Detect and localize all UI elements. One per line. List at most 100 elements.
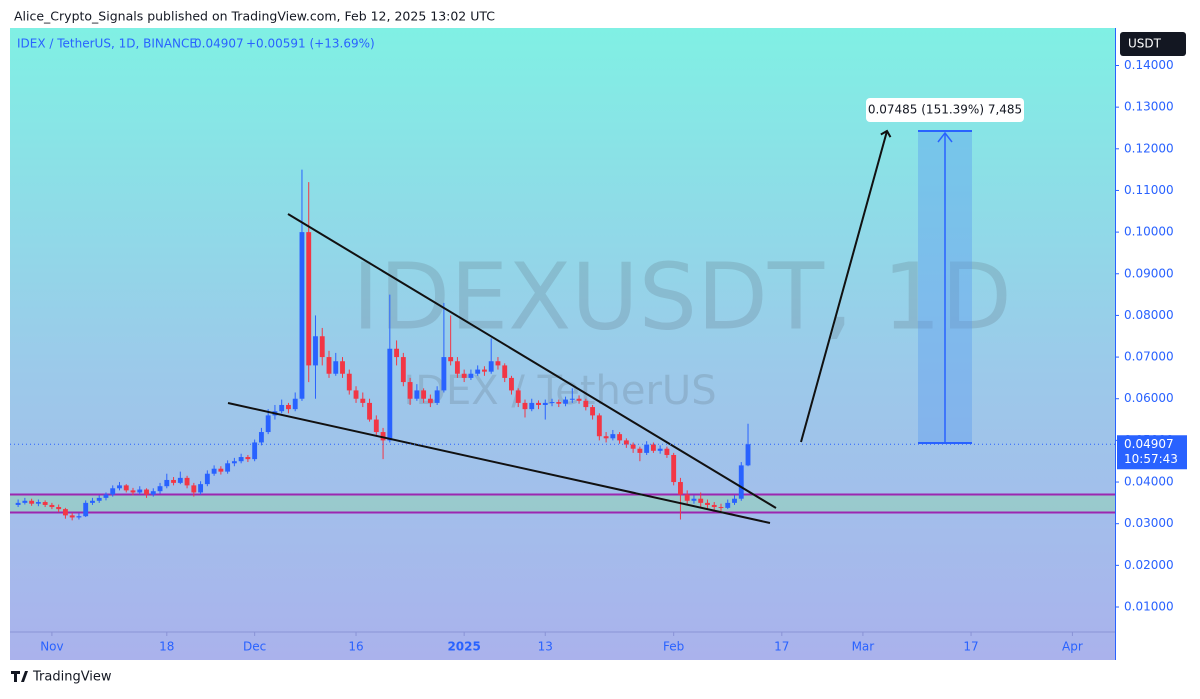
candle-body — [603, 436, 609, 439]
candle-body — [157, 486, 163, 492]
price-tag — [1117, 435, 1187, 470]
candle-body — [576, 398, 582, 401]
candle-body — [103, 494, 109, 498]
candle-body — [569, 398, 575, 400]
candle-body — [211, 468, 217, 474]
y-tick-label: 0.13000 — [1124, 100, 1174, 114]
zone-fill — [10, 494, 1115, 512]
candle-body — [671, 454, 677, 483]
price-tag-label: 0.04907 — [1124, 437, 1174, 451]
candle-body — [549, 402, 555, 404]
candle-body — [130, 490, 136, 493]
candle-body — [380, 432, 386, 441]
candle-body — [387, 348, 393, 441]
candle-body — [83, 502, 89, 517]
candle-body — [15, 502, 21, 505]
candle-body — [400, 357, 406, 383]
candle-body — [738, 465, 744, 499]
candle-body — [367, 402, 372, 420]
logo — [11, 671, 28, 682]
candle-body — [346, 373, 352, 391]
candle-body — [238, 457, 244, 462]
candle-body — [475, 369, 481, 374]
candle-body — [123, 485, 129, 491]
candle-body — [292, 398, 298, 410]
currency-box — [1120, 32, 1186, 56]
candle-body — [319, 336, 325, 358]
candle-body — [711, 504, 717, 508]
candle-body — [529, 402, 535, 410]
candle-body — [421, 390, 427, 399]
candle-body — [76, 516, 82, 518]
change: +0.00591 (+13.69%) — [246, 37, 375, 51]
x-tick-label: Apr — [1062, 640, 1083, 654]
candle-body — [644, 444, 650, 453]
candle-body — [184, 477, 190, 486]
candle-body — [177, 477, 183, 483]
y-tick-label: 0.08000 — [1124, 308, 1174, 322]
watermark: IDEXUSDT, 1D — [352, 243, 1012, 350]
candle-body — [252, 442, 258, 460]
y-tick-label: 0.07000 — [1124, 350, 1174, 364]
candle-body — [394, 348, 400, 358]
candle-body — [191, 485, 197, 493]
candle-body — [482, 369, 487, 372]
currency: USDT — [1128, 37, 1162, 51]
candle-body — [96, 497, 102, 501]
watermark-sub: IDEX / TetherUS — [403, 368, 716, 414]
candle-body — [725, 502, 731, 508]
candle-body — [441, 357, 447, 391]
candle-body — [732, 498, 737, 503]
candle-body — [35, 502, 41, 504]
candle-body — [705, 502, 710, 505]
candle-body — [407, 382, 413, 399]
candle-body — [171, 479, 176, 483]
trendline-upper — [287, 213, 777, 509]
axes: 0.010000.020000.030000.040000.050000.060… — [10, 58, 1187, 654]
candle-body — [286, 404, 291, 410]
plot-background — [10, 28, 1115, 660]
candle-body — [258, 432, 264, 443]
candle-body — [333, 361, 339, 374]
candle-body — [204, 473, 210, 485]
footer: TradingView — [11, 670, 112, 685]
candle-body — [69, 515, 75, 518]
x-tick-label: Mar — [852, 640, 875, 654]
candle-body — [536, 402, 541, 405]
candle-body — [279, 404, 285, 412]
candle-body — [583, 400, 589, 408]
x-tick-label: Dec — [243, 640, 266, 654]
candle-body — [117, 485, 122, 489]
candle-body — [657, 448, 663, 451]
measure-arrowhead — [937, 131, 953, 143]
y-tick-label: 0.10000 — [1124, 225, 1174, 239]
candle-body — [745, 444, 751, 466]
y-tick-label: 0.02000 — [1124, 558, 1174, 572]
candle-body — [623, 440, 629, 445]
candle-body — [90, 500, 95, 503]
candle-body — [650, 444, 656, 451]
measure-label: 0.07485 (151.39%) 7,485 — [868, 103, 1022, 117]
y-tick-label: 0.09000 — [1124, 266, 1174, 280]
price-tag-countdown: 10:57:43 — [1124, 452, 1178, 466]
x-tick-label: Nov — [40, 640, 63, 654]
x-tick-label: Feb — [663, 640, 684, 654]
candle-body — [231, 461, 237, 464]
candle-body — [353, 390, 359, 399]
candle-body — [414, 390, 420, 399]
candle-body — [137, 489, 143, 493]
candle-body — [42, 502, 48, 505]
x-tick-label: 18 — [159, 640, 174, 654]
candle-body — [299, 232, 305, 399]
drawings: 0.07485 (151.39%) 7,485 — [227, 98, 1024, 524]
y-tick-label: 0.04000 — [1124, 475, 1174, 489]
candle-body — [509, 377, 514, 391]
candle-body — [427, 398, 433, 403]
candle-body — [218, 468, 224, 472]
y-tick-label: 0.11000 — [1124, 183, 1174, 197]
x-tick-label: 17 — [963, 640, 978, 654]
y-tick-label: 0.12000 — [1124, 141, 1174, 155]
candle-body — [360, 398, 366, 403]
candle-body — [340, 361, 345, 374]
candle-body — [698, 498, 704, 503]
